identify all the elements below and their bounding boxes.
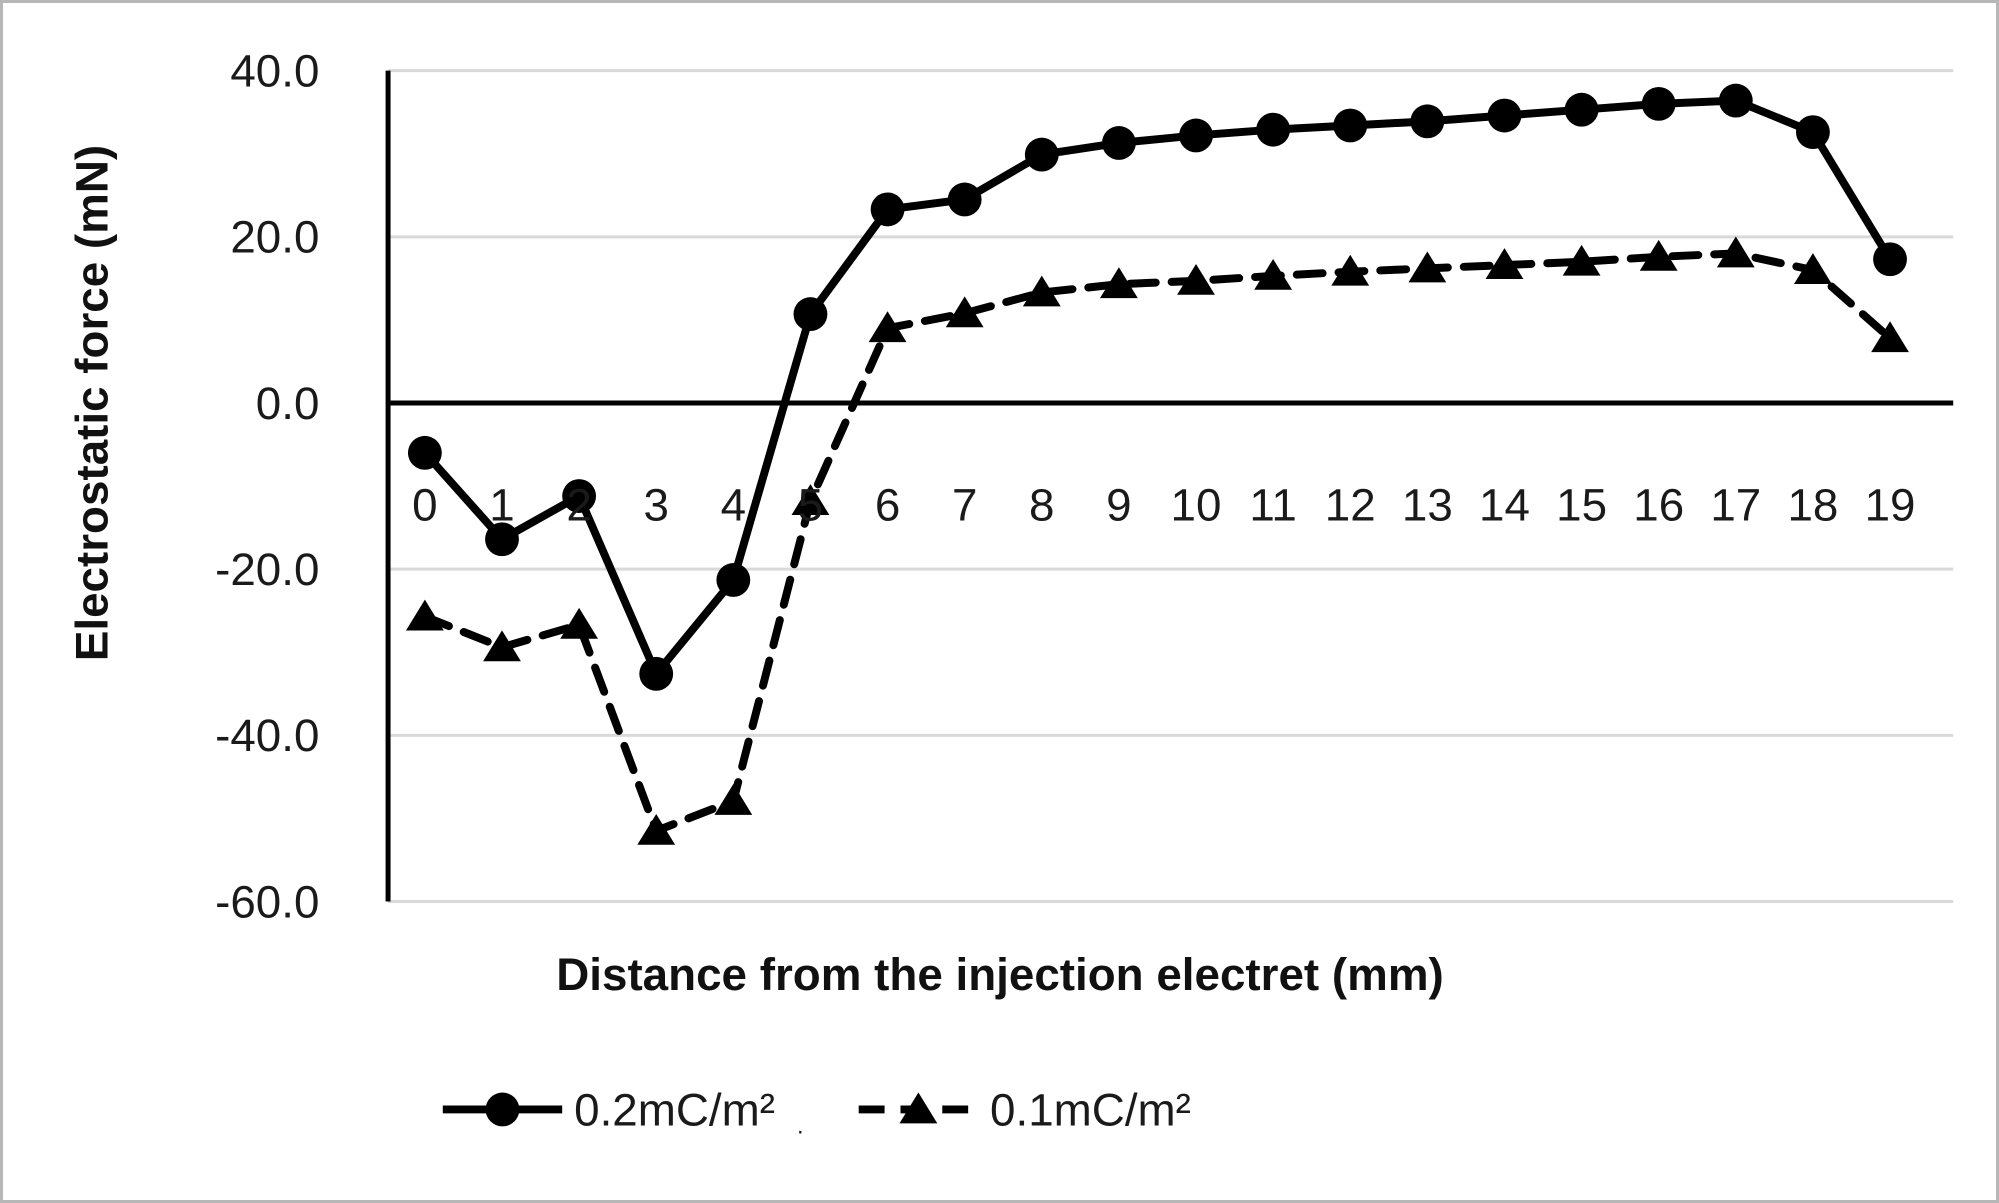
marker-circle-x19 — [1873, 242, 1907, 277]
x-tick-label-4: 4 — [721, 479, 746, 530]
marker-triangle-x0 — [405, 599, 444, 631]
x-tick-label-18: 18 — [1787, 479, 1838, 530]
x-tick-label-13: 13 — [1402, 479, 1453, 530]
marker-triangle-x11 — [1254, 258, 1293, 290]
marker-triangle-x4 — [714, 784, 753, 815]
legend: 0.2mC/m². 0.1mC/m² — [442, 1084, 1191, 1139]
x-tick-label-10: 10 — [1171, 479, 1222, 530]
x-tick-label-0: 0 — [412, 479, 437, 530]
x-tick-label-19: 19 — [1865, 479, 1916, 530]
marker-circle-x13 — [1410, 104, 1445, 139]
legend-label-suffix: . — [797, 1112, 804, 1139]
marker-circle-x12 — [1333, 108, 1368, 143]
y-tick-label--20.0: -20.0 — [215, 544, 319, 595]
marker-triangle-x18 — [1794, 253, 1832, 284]
x-tick-label-2: 2 — [566, 479, 591, 530]
marker-triangle-x12 — [1331, 254, 1370, 286]
gridlines — [388, 69, 1954, 903]
marker-triangle-x2 — [560, 607, 599, 639]
legend-triangle-marker-icon — [899, 1092, 938, 1124]
marker-circle-x3 — [639, 656, 674, 691]
plot-series — [405, 83, 1909, 845]
legend-label-0.1: 0.1mC/m² — [990, 1084, 1191, 1135]
marker-circle-x16 — [1641, 86, 1676, 121]
x-tick-label-1: 1 — [489, 479, 514, 530]
marker-triangle-x8 — [1022, 275, 1061, 307]
x-tick-label-7: 7 — [952, 479, 977, 530]
x-tick-label-3: 3 — [643, 479, 668, 530]
line-chart: 40.020.00.0-20.0-40.0-60.0 0 1 2 3 4 5 6 7 8 9 10 1… — [66, 46, 1954, 1139]
marker-circle-x4 — [716, 563, 751, 597]
axis-lines — [385, 70, 1954, 902]
y-tick-label-0.0: 0.0 — [256, 378, 320, 429]
marker-triangle-x1 — [483, 630, 521, 662]
y-tick-label--60.0: -60.0 — [215, 876, 319, 927]
x-tick-label-6: 6 — [875, 479, 900, 530]
x-tick-label-14: 14 — [1479, 479, 1530, 530]
marker-circle-x15 — [1564, 92, 1599, 127]
x-axis-tick-labels: 0 1 2 3 4 5 6 7 8 9 10 11 12 13 14 15 16 17 18 19 — [412, 479, 1915, 530]
x-tick-label-16: 16 — [1633, 479, 1684, 530]
marker-circle-x11 — [1256, 112, 1291, 147]
y-axis-tick-labels: 40.0 20.0 0.0 -20.0 -40.0 -60.0 — [215, 46, 319, 928]
marker-triangle-x17 — [1716, 236, 1755, 268]
legend-circle-marker-icon — [485, 1092, 520, 1127]
marker-triangle-x6 — [868, 311, 907, 343]
series-line-0.2mC/m² — [420, 96, 1895, 678]
y-tick-label-40.0: 40.0 — [230, 46, 319, 97]
marker-circle-x9 — [1101, 126, 1136, 160]
marker-circle-x10 — [1179, 118, 1213, 153]
series-line-0.1mC/m² — [420, 249, 1895, 835]
x-axis-title: Distance from the injection electret (mm… — [556, 949, 1444, 1000]
marker-triangle-x10 — [1177, 263, 1215, 295]
marker-circle-x1 — [485, 522, 519, 557]
legend-label-0.2: 0.2mC/m² — [574, 1084, 775, 1135]
marker-circle-x14 — [1487, 98, 1522, 133]
marker-circle-x7 — [947, 182, 982, 217]
marker-circle-x6 — [870, 192, 905, 227]
marker-circle-x8 — [1024, 137, 1059, 172]
x-tick-label-5: 5 — [798, 479, 823, 530]
marker-circle-x2 — [562, 479, 597, 513]
marker-triangle-x5 — [791, 484, 830, 515]
marker-circle-x17 — [1718, 83, 1753, 118]
marker-triangle-x7 — [945, 296, 984, 328]
marker-triangle-x13 — [1408, 251, 1447, 283]
x-tick-label-11: 11 — [1249, 479, 1297, 530]
x-tick-label-17: 17 — [1710, 479, 1761, 530]
y-tick-label-20.0: 20.0 — [230, 212, 319, 263]
marker-triangle-x16 — [1639, 239, 1678, 271]
marker-triangle-x14 — [1485, 248, 1524, 280]
marker-circle-x5 — [793, 297, 828, 332]
y-tick-label--40.0: -40.0 — [215, 710, 319, 761]
marker-circle-x0 — [407, 435, 442, 470]
x-tick-label-9: 9 — [1106, 479, 1131, 530]
y-axis-title: Electrostatic force (mN) — [66, 145, 117, 661]
x-tick-label-8: 8 — [1029, 479, 1054, 530]
marker-triangle-x19 — [1871, 321, 1909, 353]
x-tick-label-15: 15 — [1556, 479, 1607, 530]
marker-triangle-x15 — [1562, 244, 1601, 276]
marker-circle-x18 — [1796, 115, 1830, 150]
marker-triangle-x9 — [1099, 267, 1138, 299]
x-tick-label-12: 12 — [1325, 479, 1376, 530]
marker-triangle-x3 — [637, 813, 676, 845]
